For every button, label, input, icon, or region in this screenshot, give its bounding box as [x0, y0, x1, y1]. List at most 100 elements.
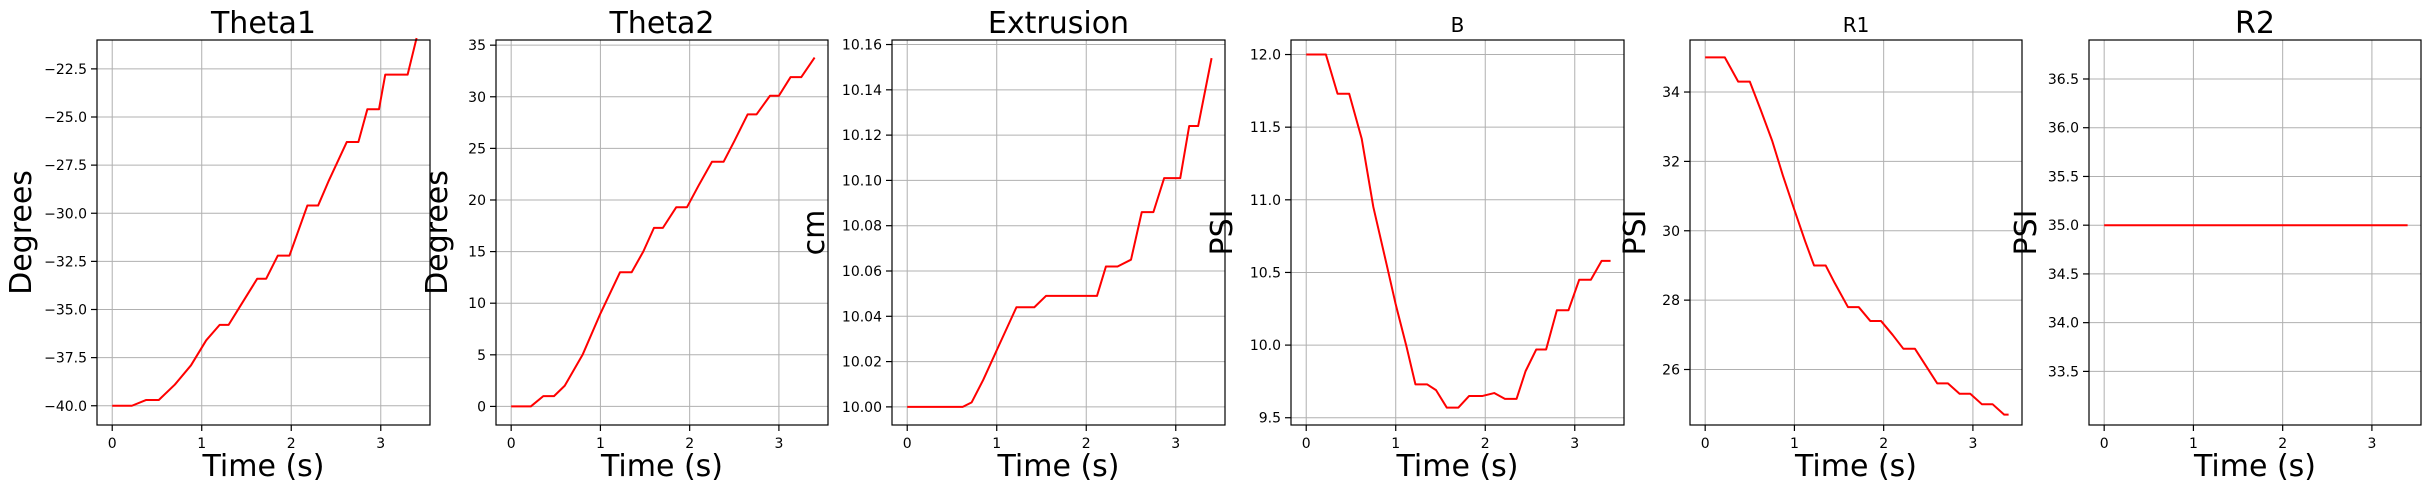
y-tick-label: 10.5 — [1250, 265, 1281, 281]
y-tick-label: 30 — [1662, 224, 1680, 240]
chart-title: B — [1451, 13, 1465, 37]
x-tick-label: 2 — [685, 436, 694, 452]
y-tick-label: 10.16 — [842, 38, 882, 54]
y-tick-label: 10.04 — [842, 309, 882, 325]
y-tick-label: 10.08 — [842, 219, 882, 235]
series-line — [1705, 56, 2009, 416]
y-tick-label: −32.5 — [44, 254, 87, 270]
y-tick-label: 25 — [468, 141, 486, 157]
x-tick-label: 2 — [287, 436, 296, 452]
axes-frame — [1290, 39, 1625, 426]
x-tick-label: 0 — [2100, 436, 2109, 452]
y-axis-label: Degrees — [420, 170, 455, 295]
x-tick-label: 1 — [1391, 436, 1400, 452]
y-tick-label: 36.0 — [2048, 121, 2079, 137]
axes-frame — [495, 39, 829, 426]
y-tick-label: −35.0 — [44, 303, 87, 319]
y-tick-label: 10.06 — [842, 264, 882, 280]
subplot-theta1: 0 1 2 3 −40.0 −37.5 −35.0 −32.5 −30.0 −27.5 −25.0 −… — [4, 6, 431, 484]
x-tick-label: 2 — [1481, 436, 1490, 452]
y-tick-label: 10.10 — [842, 173, 882, 189]
y-tick-label: 5 — [477, 348, 486, 364]
chart-title: R2 — [2235, 6, 2275, 41]
series-line — [511, 56, 816, 408]
x-axis-label: Time (s) — [2193, 449, 2316, 484]
y-tick-label: 10.0 — [1250, 338, 1281, 354]
x-tick-label: 1 — [596, 436, 605, 452]
y-tick-label: 9.5 — [1259, 411, 1281, 427]
axes-frame — [1689, 39, 2023, 426]
x-tick-label: 1 — [2189, 436, 2198, 452]
y-axis-label: PSI — [1618, 210, 1653, 256]
y-tick-label: −27.5 — [44, 158, 87, 174]
y-tick-label: 10.02 — [842, 355, 882, 371]
y-tick-label: 32 — [1662, 154, 1680, 170]
y-tick-label: 12.0 — [1250, 48, 1281, 64]
x-tick-label: 3 — [376, 436, 385, 452]
subplot-b: 0 1 2 3 9.5 10.0 10.5 11.0 11.5 12.0 B Time (s) PSI — [1205, 13, 1625, 484]
y-tick-label: 34.0 — [2048, 316, 2079, 332]
x-tick-label: 1 — [1790, 436, 1799, 452]
x-axis-label: Time (s) — [202, 449, 325, 484]
chart-title: Theta1 — [210, 6, 316, 41]
x-tick-label: 2 — [1879, 436, 1888, 452]
y-tick-label: 10.12 — [842, 128, 882, 144]
x-tick-label: 0 — [108, 436, 117, 452]
y-tick-label: 34.5 — [2048, 267, 2079, 283]
subplot-extrusion: 0 1 2 3 10.00 10.02 10.04 10.06 10.08 10.10 10.12 1… — [797, 6, 1226, 484]
x-axis-label: Time (s) — [1396, 449, 1519, 484]
axes-frame — [2088, 39, 2422, 426]
y-axis-label: PSI — [2009, 210, 2044, 256]
series-line — [112, 37, 418, 407]
y-tick-label: 15 — [468, 245, 486, 261]
y-tick-label: 11.5 — [1250, 120, 1281, 136]
y-tick-label: 11.0 — [1250, 193, 1281, 209]
subplot-r1: 0 1 2 3 26 28 30 32 34 R1 Time (s) PSI — [1618, 13, 2023, 484]
y-tick-label: 34 — [1662, 85, 1680, 101]
y-tick-label: 28 — [1662, 293, 1680, 309]
x-tick-label: 3 — [2367, 436, 2376, 452]
x-tick-label: 0 — [903, 436, 912, 452]
x-tick-label: 2 — [1082, 436, 1091, 452]
y-tick-label: 35 — [468, 38, 486, 54]
y-tick-label: 10.00 — [842, 400, 882, 416]
chart-title: Theta2 — [608, 6, 714, 41]
chart-title: R1 — [1843, 13, 1870, 37]
y-tick-label: 35.5 — [2048, 169, 2079, 185]
series-line — [1306, 53, 1611, 409]
axes-frame — [891, 39, 1226, 426]
y-axis-label: cm — [797, 210, 832, 256]
y-tick-label: 0 — [477, 399, 486, 415]
x-tick-label: 1 — [992, 436, 1001, 452]
y-tick-label: 26 — [1662, 363, 1680, 379]
y-tick-label: 35.0 — [2048, 218, 2079, 234]
x-tick-label: 3 — [1968, 436, 1977, 452]
subplot-r2: 0 1 2 3 33.5 34.0 34.5 35.0 35.5 36.0 36.5 R2 Time (… — [2009, 6, 2422, 484]
y-tick-label: 36.5 — [2048, 72, 2079, 88]
y-axis-label: PSI — [1205, 210, 1240, 256]
x-tick-label: 3 — [774, 436, 783, 452]
series-line — [907, 57, 1213, 408]
y-tick-label: −37.5 — [44, 351, 87, 367]
y-tick-label: 10 — [468, 296, 486, 312]
x-tick-label: 1 — [197, 436, 206, 452]
y-tick-label: −40.0 — [44, 399, 87, 415]
x-tick-label: 0 — [507, 436, 516, 452]
y-tick-label: −30.0 — [44, 206, 87, 222]
y-axis-label: Degrees — [4, 170, 39, 295]
x-tick-label: 2 — [2278, 436, 2287, 452]
x-tick-label: 0 — [1701, 436, 1710, 452]
x-tick-label: 3 — [1171, 436, 1180, 452]
x-axis-label: Time (s) — [1794, 449, 1917, 484]
y-tick-label: 10.14 — [842, 83, 882, 99]
y-tick-label: 30 — [468, 90, 486, 106]
y-tick-label: −22.5 — [44, 62, 87, 78]
chart-title: Extrusion — [988, 6, 1129, 41]
x-axis-label: Time (s) — [600, 449, 723, 484]
axes-frame — [96, 39, 431, 426]
x-tick-label: 3 — [1570, 436, 1579, 452]
x-axis-label: Time (s) — [997, 449, 1120, 484]
y-tick-label: 33.5 — [2048, 364, 2079, 380]
